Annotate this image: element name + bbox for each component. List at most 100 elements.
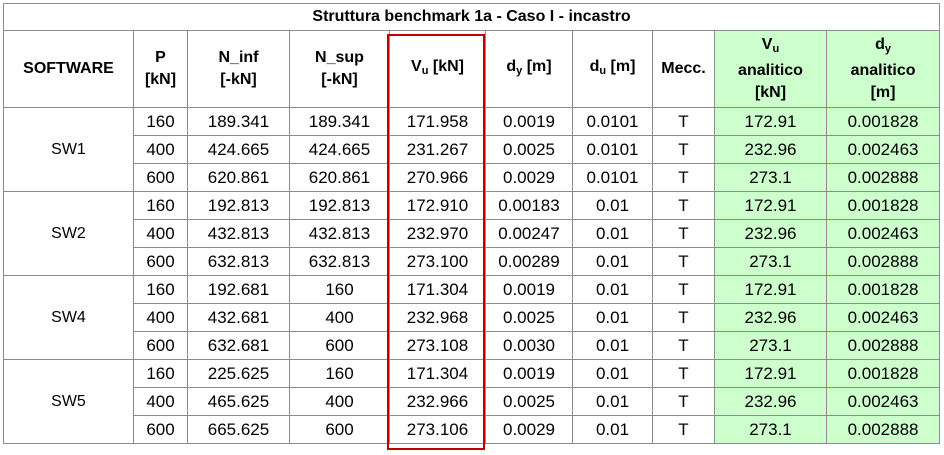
dy-cell: 0.0025 (485, 303, 573, 332)
header-dy-analitico: dy analitico [m] (825, 30, 941, 108)
vu-cell: 273.108 (389, 331, 486, 360)
n-sup-cell: 632.813 (289, 247, 390, 276)
p-cell: 600 (133, 163, 188, 192)
header-n-inf: N_inf [-kN] (187, 30, 290, 108)
du-cell: 0.01 (572, 275, 653, 304)
dy-analitico-cell: 0.002463 (825, 303, 941, 332)
n-sup-cell: 400 (289, 387, 390, 416)
vu-cell: 172.910 (389, 191, 486, 220)
vu-analitico-cell: 273.1 (714, 163, 827, 192)
n-sup-cell: 600 (289, 331, 390, 360)
table-body: SW1 160 189.341 189.341 171.958 0.0019 0.0101 T… (3, 107, 941, 444)
vu-analitico-cell: 232.96 (714, 219, 827, 248)
table-row: SW2 160 192.813 192.813 172.910 0.00183 0.01 T 1… (3, 191, 941, 276)
du-cell: 0.01 (572, 303, 653, 332)
vu-analitico-cell: 273.1 (714, 415, 827, 444)
du-cell: 0.01 (572, 359, 653, 388)
du-cell: 0.0101 (572, 107, 653, 136)
vu-cell: 273.106 (389, 415, 486, 444)
mecc-cell: T (652, 387, 715, 416)
du-cell: 0.01 (572, 331, 653, 360)
vu-analitico-cell: 172.91 (714, 359, 827, 388)
dy-analitico-cell: 0.002888 (825, 415, 941, 444)
vu-analitico-cell: 172.91 (714, 107, 827, 136)
header-vu: Vu [kN] (389, 30, 486, 108)
dy-cell: 0.00247 (485, 219, 573, 248)
p-cell: 160 (133, 191, 188, 220)
n-sup-cell: 160 (289, 275, 390, 304)
mecc-cell: T (652, 219, 715, 248)
mecc-cell: T (652, 191, 715, 220)
benchmark-table: Struttura benchmark 1a - Caso I - incast… (2, 3, 941, 444)
vu-analitico-cell: 232.96 (714, 135, 827, 164)
vu-cell: 232.970 (389, 219, 486, 248)
n-inf-cell: 432.681 (187, 303, 290, 332)
software-cell: SW5 (3, 359, 134, 444)
n-sup-cell: 600 (289, 415, 390, 444)
dy-analitico-cell: 0.002888 (825, 247, 941, 276)
n-inf-cell: 620.861 (187, 163, 290, 192)
p-cell: 600 (133, 331, 188, 360)
p-cell: 600 (133, 415, 188, 444)
header-mecc: Mecc. (652, 30, 715, 108)
dy-analitico-cell: 0.001828 (825, 275, 941, 304)
vu-cell: 171.958 (389, 107, 486, 136)
p-cell: 600 (133, 247, 188, 276)
p-cell: 160 (133, 275, 188, 304)
vu-analitico-cell: 273.1 (714, 247, 827, 276)
mecc-cell: T (652, 359, 715, 388)
mecc-cell: T (652, 107, 715, 136)
mecc-cell: T (652, 275, 715, 304)
p-cell: 400 (133, 387, 188, 416)
du-cell: 0.0101 (572, 135, 653, 164)
dy-cell: 0.0029 (485, 415, 573, 444)
n-sup-cell: 189.341 (289, 107, 390, 136)
dy-analitico-cell: 0.002463 (825, 387, 941, 416)
n-sup-cell: 400 (289, 303, 390, 332)
p-cell: 400 (133, 135, 188, 164)
dy-analitico-cell: 0.001828 (825, 359, 941, 388)
software-cell: SW1 (3, 107, 134, 192)
table-row: 400 432.813 432.813 232.970 0.00247 0.01 T 232.… (4, 219, 941, 248)
n-sup-cell: 432.813 (289, 219, 390, 248)
dy-cell: 0.0019 (485, 275, 573, 304)
dy-cell: 0.00289 (485, 247, 573, 276)
vu-cell: 232.966 (389, 387, 486, 416)
n-inf-cell: 192.681 (187, 275, 290, 304)
mecc-cell: T (652, 331, 715, 360)
vu-cell: 232.968 (389, 303, 486, 332)
n-sup-cell: 424.665 (289, 135, 390, 164)
n-inf-cell: 192.813 (187, 191, 290, 220)
p-cell: 160 (133, 359, 188, 388)
n-inf-cell: 632.681 (187, 331, 290, 360)
dy-analitico-cell: 0.002463 (825, 135, 941, 164)
table-row: 600 620.861 620.861 270.966 0.0029 0.0101 T 273… (4, 163, 941, 192)
mecc-cell: T (652, 415, 715, 444)
du-cell: 0.01 (572, 387, 653, 416)
vu-analitico-cell: 172.91 (714, 275, 827, 304)
du-cell: 0.0101 (572, 163, 653, 192)
vu-cell: 270.966 (389, 163, 486, 192)
software-cell: SW2 (3, 191, 134, 276)
vu-cell: 171.304 (389, 275, 486, 304)
vu-cell: 273.100 (389, 247, 486, 276)
n-inf-cell: 225.625 (187, 359, 290, 388)
p-cell: 160 (133, 107, 188, 136)
n-sup-cell: 620.861 (289, 163, 390, 192)
dy-cell: 0.0019 (485, 359, 573, 388)
header-p: P [kN] (133, 30, 188, 108)
p-cell: 400 (133, 303, 188, 332)
software-cell: SW4 (3, 275, 134, 360)
vu-analitico-cell: 232.96 (714, 303, 827, 332)
table-row: 600 632.813 632.813 273.100 0.00289 0.01 T 273.… (4, 247, 941, 276)
n-inf-cell: 665.625 (187, 415, 290, 444)
table-row: SW4 160 192.681 160 171.304 0.0019 0.01 T 172.91… (3, 275, 941, 360)
vu-cell: 171.304 (389, 359, 486, 388)
du-cell: 0.01 (572, 415, 653, 444)
dy-analitico-cell: 0.002463 (825, 219, 941, 248)
header-software: SOFTWARE (3, 30, 134, 108)
mecc-cell: T (652, 135, 715, 164)
n-inf-cell: 424.665 (187, 135, 290, 164)
mecc-cell: T (652, 247, 715, 276)
dy-analitico-cell: 0.001828 (825, 191, 941, 220)
